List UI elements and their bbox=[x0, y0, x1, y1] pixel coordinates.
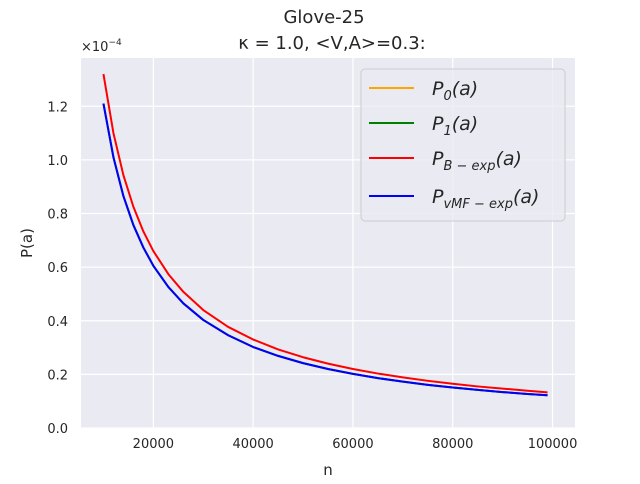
chart-title: Glove-25 bbox=[283, 7, 364, 28]
y-tick-label: 0.0 bbox=[47, 422, 68, 437]
x-tick-label: 40000 bbox=[232, 437, 273, 452]
x-tick-label: 20000 bbox=[133, 437, 174, 452]
tick-labels: 20000 40000 60000 80000 100000 0.0 0.2 0.4 0.6 0.… bbox=[47, 100, 577, 452]
series-line-2 bbox=[102, 73, 548, 394]
series-line-3 bbox=[102, 103, 548, 397]
x-tick-label: 60000 bbox=[332, 437, 373, 452]
x-tick-label: 100000 bbox=[528, 437, 578, 452]
legend-label: PvMF − exp(a) bbox=[432, 186, 539, 212]
legend-label: PB − exp(a) bbox=[432, 148, 522, 174]
y-tick-label: 0.4 bbox=[47, 315, 68, 330]
legend-frame bbox=[360, 68, 566, 222]
legend-label: P1(a) bbox=[432, 113, 478, 139]
series-lines bbox=[102, 73, 548, 397]
y-tick-label: 0.6 bbox=[47, 261, 68, 276]
legend: P0(a) P1(a) PB − exp(a) PvMF − exp(a) bbox=[360, 68, 566, 222]
chart-subtitle: κ = 1.0, <V,A>=0.3: bbox=[238, 33, 426, 54]
y-tick-label: 0.2 bbox=[47, 368, 68, 383]
x-tick-label: 80000 bbox=[432, 437, 473, 452]
y-axis-label: P(a) bbox=[18, 228, 36, 258]
y-tick-label: 1.0 bbox=[47, 154, 68, 169]
legend-label: P0(a) bbox=[432, 78, 478, 104]
y-multiplier-exponent: −4 bbox=[108, 38, 122, 48]
y-tick-label: 1.2 bbox=[47, 100, 68, 115]
y-multiplier-base: ×10 bbox=[81, 40, 108, 55]
y-axis-multiplier: ×10−4 bbox=[81, 38, 122, 55]
y-tick-label: 0.8 bbox=[47, 208, 68, 223]
x-axis-label: n bbox=[323, 461, 333, 479]
